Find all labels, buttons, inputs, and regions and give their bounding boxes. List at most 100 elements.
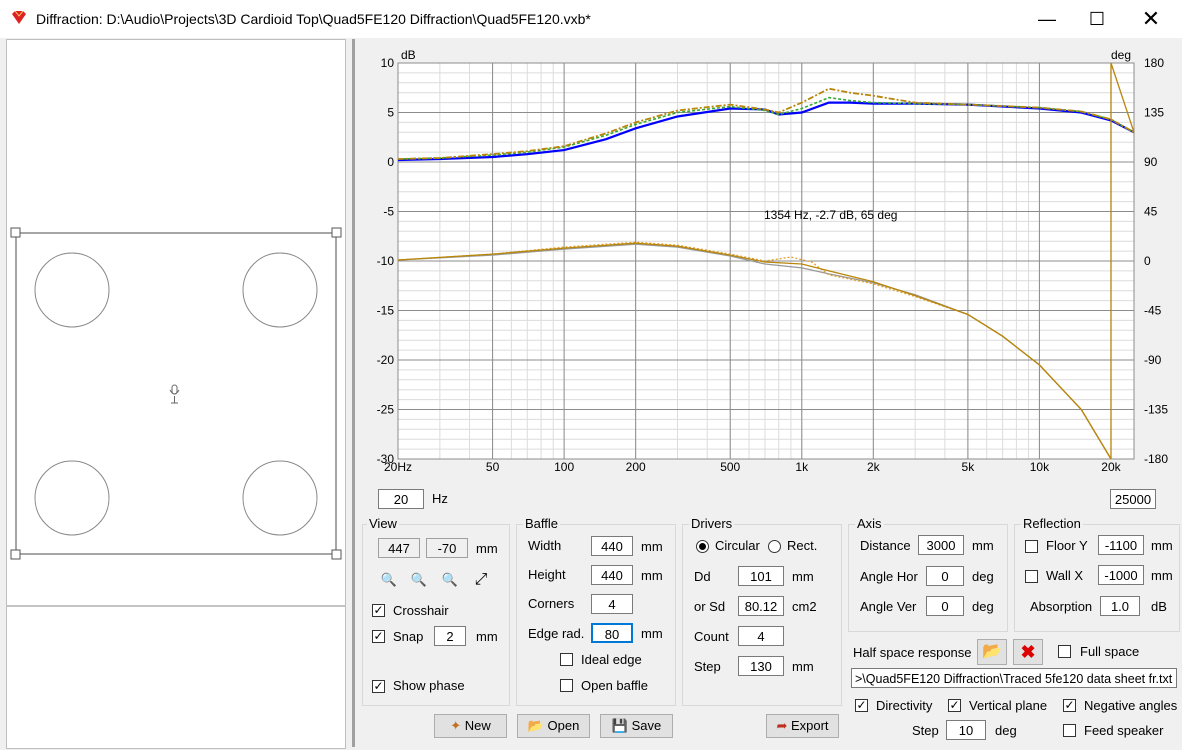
angle-ver-input[interactable]: 0	[926, 596, 964, 616]
floor-input[interactable]: -1100	[1098, 535, 1144, 555]
edge-radius-label: Edge rad.	[528, 626, 585, 641]
angle-hor-unit: deg	[972, 569, 994, 584]
ideal-edge-checkbox[interactable]	[560, 653, 573, 666]
y-tick-label: 0	[387, 155, 394, 169]
response-chart[interactable]: 20Hz 50 100 200 500 1k 2k 5k 10k 20k1050-5-10-15-…	[356, 39, 1182, 485]
driver-circle-3	[34, 460, 110, 536]
angle-hor-label: Angle Hor	[860, 569, 918, 584]
show-phase-checkbox[interactable]: ✓	[372, 679, 385, 693]
zoom-in-icon[interactable]: 🔍	[441, 572, 459, 587]
rect-radio[interactable]	[768, 540, 781, 553]
angle-ver-unit: deg	[972, 599, 994, 614]
distance-label: Distance	[860, 538, 911, 553]
height-input[interactable]: 440	[591, 565, 633, 585]
y-axis-label: dB	[401, 48, 416, 62]
directivity-checkbox[interactable]: ✓	[855, 698, 868, 712]
series-line-3	[397, 87, 1135, 160]
freq-min-input[interactable]: 20	[378, 489, 424, 509]
zoom-vertical-icon[interactable]: 🔍	[410, 572, 428, 587]
freq-unit-label: Hz	[432, 491, 448, 506]
y2-tick-label: -180	[1144, 452, 1168, 466]
circular-radio[interactable]	[696, 540, 709, 553]
driver-circle-1	[34, 252, 110, 328]
view-x-input[interactable]: 447	[378, 538, 420, 558]
step-input[interactable]: 130	[738, 656, 784, 676]
feed-speaker-checkbox[interactable]	[1063, 724, 1076, 737]
directivity-label: Directivity	[876, 698, 933, 713]
y-tick-label: 10	[381, 56, 395, 70]
save-button[interactable]: 💾 Save	[600, 714, 673, 738]
baffle-drawing[interactable]	[7, 40, 345, 748]
minimize-button[interactable]: —	[1038, 9, 1056, 29]
y-tick-label: -20	[377, 353, 395, 367]
export-button[interactable]: ➦ Export	[766, 714, 839, 738]
crosshair-checkbox[interactable]: ✓	[372, 603, 385, 617]
ideal-edge-label: Ideal edge	[581, 652, 642, 667]
sd-input[interactable]: 80.12	[738, 596, 784, 616]
x-tick-label: 1k	[795, 460, 809, 474]
open-baffle-checkbox[interactable]	[560, 679, 573, 692]
y-tick-label: -25	[377, 403, 395, 417]
rect-label: Rect.	[787, 538, 818, 553]
y-tick-label: -30	[377, 452, 395, 466]
zoom-out-icon[interactable]: 🔍	[380, 572, 398, 587]
x-tick-label: 2k	[867, 460, 881, 474]
floor-checkbox[interactable]	[1025, 540, 1038, 553]
y2-tick-label: -135	[1144, 403, 1168, 417]
half-space-label: Half space response	[853, 645, 972, 660]
sd-unit: cm2	[792, 599, 817, 614]
drivers-group-label: Drivers	[689, 516, 735, 531]
y2-axis-label: deg	[1111, 48, 1131, 62]
corners-input[interactable]: 4	[591, 594, 633, 614]
floor-label: Floor Y	[1046, 538, 1088, 553]
open-folder-icon[interactable]: 📂	[977, 639, 1007, 665]
y2-tick-label: 45	[1144, 205, 1158, 219]
absorption-unit: dB	[1151, 599, 1167, 614]
reflection-group-label: Reflection	[1021, 516, 1083, 531]
view-group	[362, 524, 510, 706]
wall-checkbox[interactable]	[1025, 570, 1038, 583]
count-input[interactable]: 4	[738, 626, 784, 646]
fit-view-icon[interactable]: ⤢	[474, 571, 488, 588]
show-phase-label: Show phase	[393, 678, 465, 693]
width-label: Width	[528, 538, 562, 553]
close-button[interactable]: ✕	[1141, 6, 1161, 31]
driver-circle-4	[242, 460, 318, 536]
maximize-button[interactable]: ☐	[1088, 9, 1106, 29]
half-space-path-input[interactable]: >\Quad5FE120 Diffraction\Traced 5fe120 d…	[851, 668, 1177, 688]
baffle-view[interactable]	[6, 39, 346, 749]
app-icon	[12, 11, 26, 24]
width-input[interactable]: 440	[591, 536, 633, 556]
delete-icon[interactable]: ✖	[1013, 639, 1043, 665]
freq-max-input[interactable]: 25000	[1110, 489, 1156, 509]
absorption-input[interactable]: 1.0	[1100, 596, 1140, 616]
distance-unit: mm	[972, 538, 994, 553]
y-tick-label: -15	[377, 304, 395, 318]
negative-angles-checkbox[interactable]: ✓	[1063, 698, 1076, 712]
open-button-label: Open	[547, 718, 580, 733]
vertical-plane-checkbox[interactable]: ✓	[948, 698, 961, 712]
splitter[interactable]	[347, 39, 353, 747]
splitter-line	[352, 39, 355, 747]
dd-label: Dd	[694, 569, 711, 584]
wall-input[interactable]: -1000	[1098, 565, 1144, 585]
window-title: Diffraction: D:\Audio\Projects\3D Cardio…	[36, 11, 591, 27]
snap-input[interactable]: 2	[434, 626, 466, 646]
floor-unit: mm	[1151, 538, 1173, 553]
dd-input[interactable]: 101	[738, 566, 784, 586]
count-label: Count	[694, 629, 729, 644]
edge-radius-input[interactable]: 80	[591, 623, 633, 643]
full-space-checkbox[interactable]	[1058, 645, 1071, 658]
view-y-input[interactable]: -70	[426, 538, 468, 558]
snap-checkbox[interactable]: ✓	[372, 629, 385, 643]
y2-tick-label: -90	[1144, 353, 1162, 367]
dir-step-input[interactable]: 10	[946, 720, 986, 740]
open-button[interactable]: 📂 Open	[517, 714, 590, 738]
grid-major	[397, 62, 1135, 460]
full-space-label: Full space	[1080, 644, 1140, 659]
view-unit-label: mm	[476, 541, 498, 556]
angle-hor-input[interactable]: 0	[926, 566, 964, 586]
distance-input[interactable]: 3000	[918, 535, 964, 555]
y2-tick-label: 180	[1144, 56, 1164, 70]
new-button[interactable]: ✦ New	[434, 714, 507, 738]
